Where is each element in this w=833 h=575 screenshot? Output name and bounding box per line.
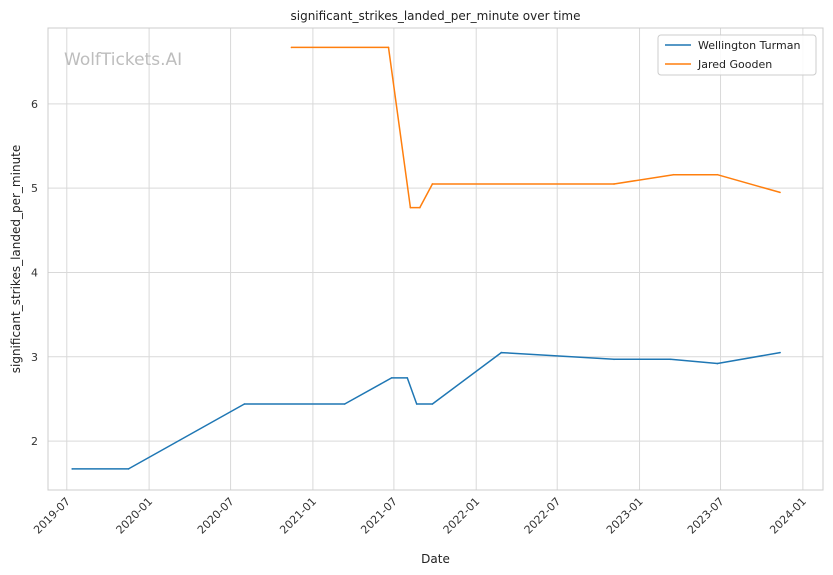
grid-lines xyxy=(48,28,823,490)
data-point xyxy=(431,403,434,405)
data-point xyxy=(343,403,346,405)
x-tick-label: 2020-07 xyxy=(195,495,237,537)
data-point xyxy=(716,362,719,365)
legend-box xyxy=(657,34,817,76)
x-tick-label: 2021-01 xyxy=(277,495,319,537)
y-tick-label: 5 xyxy=(31,182,38,195)
x-tick-label: 2023-01 xyxy=(604,495,646,537)
data-point xyxy=(613,358,615,361)
data-point xyxy=(290,46,293,49)
y-tick-label: 3 xyxy=(31,351,38,364)
y-tick-label: 4 xyxy=(31,266,38,279)
data-point xyxy=(669,358,672,361)
data-point xyxy=(406,377,409,379)
data-point xyxy=(419,206,421,209)
x-tick-label: 2022-07 xyxy=(522,495,564,537)
data-point xyxy=(500,351,503,354)
x-tick-label: 2021-07 xyxy=(358,495,400,537)
chart-title: significant_strikes_landed_per_minute ov… xyxy=(290,9,580,23)
y-tick-label: 6 xyxy=(31,98,38,111)
data-point xyxy=(613,183,615,185)
data-point xyxy=(127,468,130,470)
legend-label: Wellington Turman xyxy=(698,39,800,52)
x-axis-ticks: 2019-07 2020-01 2020-07 2021-01 2021-07 2022-… xyxy=(31,495,809,537)
legend-label: Jared Gooden xyxy=(697,58,772,71)
data-point xyxy=(431,183,434,185)
y-axis-ticks: 2 3 4 5 6 xyxy=(31,98,38,448)
watermark: WolfTickets.AI xyxy=(64,50,182,70)
x-tick-label: 2020-01 xyxy=(114,495,156,537)
legend: Wellington Turman Jared Gooden xyxy=(657,34,817,76)
data-point xyxy=(779,191,781,194)
plot-area-frame xyxy=(47,27,824,491)
data-point xyxy=(390,377,393,379)
data-point xyxy=(243,403,246,405)
y-axis-label: significant_strikes_landed_per_minute xyxy=(9,145,23,374)
data-point xyxy=(672,173,675,176)
x-tick-label: 2024-01 xyxy=(767,495,809,537)
x-tick-label: 2023-07 xyxy=(685,495,727,537)
y-tick-label: 2 xyxy=(31,435,38,448)
series-line xyxy=(72,351,781,470)
data-point xyxy=(71,468,73,470)
x-tick-label: 2022-01 xyxy=(441,495,483,537)
series-2 xyxy=(290,46,781,209)
data-point xyxy=(716,173,719,176)
x-tick-label: 2019-07 xyxy=(31,495,73,537)
series-layer xyxy=(71,46,781,470)
data-point xyxy=(779,351,781,354)
data-point xyxy=(409,206,412,209)
series-1 xyxy=(71,351,781,470)
data-point xyxy=(415,403,418,405)
data-point xyxy=(387,46,390,49)
x-axis-label: Date xyxy=(421,552,450,566)
